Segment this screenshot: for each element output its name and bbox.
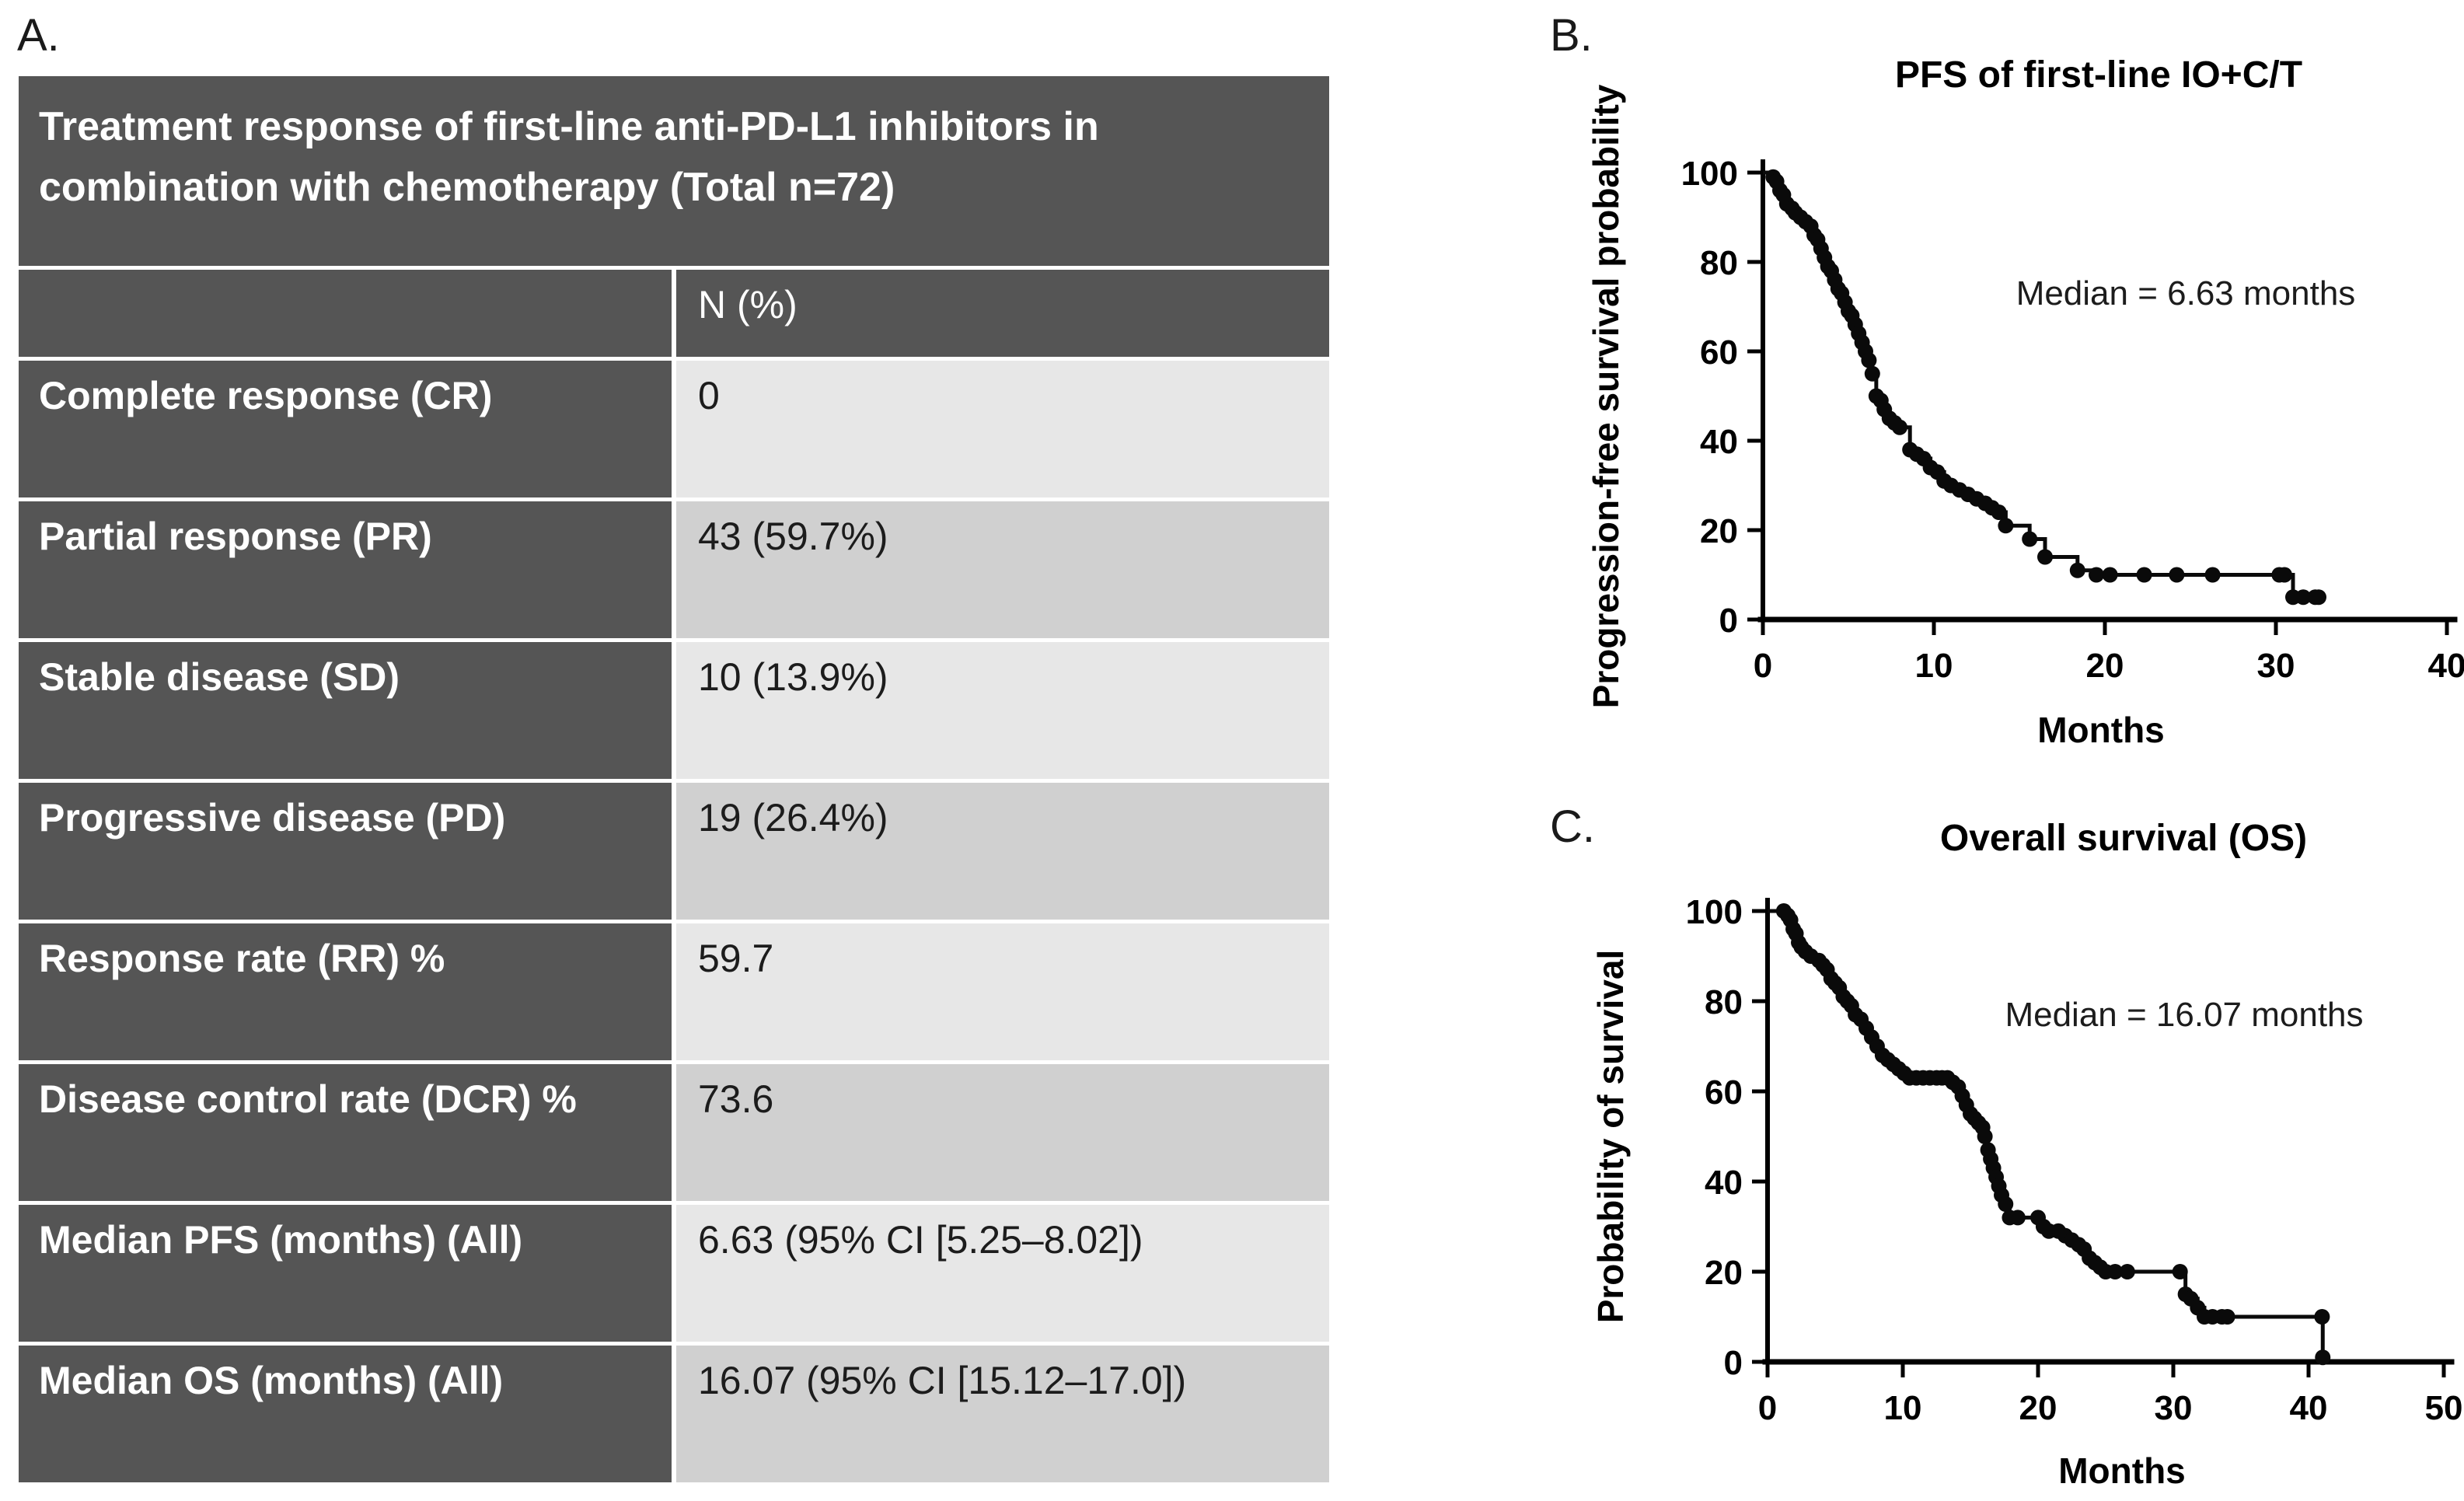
table-header-empty-cell	[19, 270, 672, 357]
os-y-axis-title: Probability of survival	[1590, 950, 1631, 1324]
data-point	[1998, 1196, 2014, 1212]
table-row: Partial response (PR) 43 (59.7%)	[19, 501, 1329, 638]
y-tick-label: 100	[1686, 893, 1743, 931]
table-row: Progressive disease (PD) 19 (26.4%)	[19, 783, 1329, 920]
survival-curve	[1768, 909, 2325, 1358]
censor-mark	[2204, 567, 2221, 583]
panel-c-label: C.	[1550, 801, 1595, 852]
data-point	[1892, 419, 1907, 435]
row-label: Median OS (months) (All)	[19, 1346, 672, 1482]
row-value: 6.63 (95% CI [5.25–8.02])	[676, 1205, 1329, 1342]
x-tick-label: 40	[2428, 647, 2464, 685]
x-tick-label: 20	[2086, 647, 2124, 685]
x-tick-label: 0	[1754, 647, 1772, 685]
y-tick-label: 0	[1719, 602, 1738, 640]
pfs-median-annotation: Median = 6.63 months	[2016, 274, 2356, 312]
data-point	[2314, 1309, 2330, 1325]
panel-b-label: B.	[1550, 10, 1593, 61]
x-tick-label: 10	[1884, 1389, 1922, 1427]
row-value: 19 (26.4%)	[676, 783, 1329, 920]
row-value: 16.07 (95% CI [15.12–17.0])	[676, 1346, 1329, 1482]
row-label: Median PFS (months) (All)	[19, 1205, 672, 1342]
row-label: Response rate (RR) %	[19, 923, 672, 1060]
survival-curve	[1763, 170, 2319, 599]
data-point	[1861, 352, 1877, 368]
censor-mark	[2119, 1264, 2135, 1279]
row-label: Stable disease (SD)	[19, 642, 672, 779]
os-median-annotation: Median = 16.07 months	[2005, 996, 2363, 1034]
table-title: Treatment response of first-line anti-PD…	[19, 76, 1329, 266]
censor-mark	[2169, 567, 2185, 583]
y-tick-label: 60	[1705, 1073, 1743, 1112]
row-label: Progressive disease (PD)	[19, 783, 672, 920]
y-tick-label: 20	[1705, 1254, 1743, 1292]
pfs-x-axis-title: Months	[2037, 710, 2165, 750]
data-point	[1998, 518, 2014, 534]
data-point	[2037, 549, 2053, 565]
data-point	[2172, 1264, 2188, 1279]
y-tick-label: 80	[1700, 244, 1738, 282]
x-tick-label: 30	[2257, 647, 2295, 685]
os-plot-area: 0 20 40 60 80 100 0 10 20 30 40 50	[1686, 893, 2463, 1427]
censor-mark	[2107, 1264, 2124, 1279]
os-km-chart: Overall survival (OS) Median = 16.07 mon…	[1590, 818, 2463, 1491]
os-chart-title: Overall survival (OS)	[1940, 818, 2307, 859]
data-point	[1864, 365, 1880, 382]
y-tick-label: 0	[1724, 1344, 1743, 1382]
table-header-n-percent: N (%)	[676, 270, 1329, 357]
x-tick-label: 40	[2290, 1389, 2328, 1427]
data-point	[1977, 1129, 1993, 1144]
y-tick-label: 40	[1705, 1164, 1743, 1202]
data-point	[1991, 504, 2007, 520]
x-tick-label: 30	[2155, 1389, 2193, 1427]
table-row: Median PFS (months) (All) 6.63 (95% CI […	[19, 1205, 1329, 1342]
x-tick-label: 20	[2019, 1389, 2057, 1427]
pfs-chart-title: PFS of first-line IO+C/T	[1895, 54, 2302, 96]
pfs-km-chart: PFS of first-line IO+C/T Median = 6.63 m…	[1586, 54, 2464, 750]
treatment-response-table: Treatment response of first-line anti-PD…	[19, 76, 1329, 1482]
censor-mark	[2271, 567, 2288, 583]
row-value: 43 (59.7%)	[676, 501, 1329, 638]
y-tick-label: 60	[1700, 333, 1738, 372]
x-tick-label: 50	[2425, 1389, 2463, 1427]
table-row: Response rate (RR) % 59.7	[19, 923, 1329, 1060]
censor-mark	[2295, 589, 2312, 606]
x-tick-label: 10	[1915, 647, 1953, 685]
data-point	[2089, 567, 2104, 583]
censor-mark	[2214, 1309, 2230, 1325]
table-row: Complete response (CR) 0	[19, 361, 1329, 497]
censor-mark	[2102, 567, 2118, 583]
censor-mark	[1934, 1070, 1950, 1086]
pfs-plot-area: 0 20 40 60 80 100 0 10 20 30 40	[1681, 155, 2464, 685]
data-point	[2069, 562, 2085, 578]
data-point	[2022, 531, 2038, 547]
table-row: Disease control rate (DCR) % 73.6	[19, 1064, 1329, 1201]
row-value: 0	[676, 361, 1329, 497]
censor-mark	[2307, 589, 2323, 606]
panel-a-label: A.	[17, 10, 60, 61]
row-label: Disease control rate (DCR) %	[19, 1064, 672, 1201]
row-value: 59.7	[676, 923, 1329, 1060]
row-label: Complete response (CR)	[19, 361, 672, 497]
row-value: 10 (13.9%)	[676, 642, 1329, 779]
table-row: Stable disease (SD) 10 (13.9%)	[19, 642, 1329, 779]
y-tick-label: 100	[1681, 155, 1738, 193]
x-tick-label: 0	[1758, 1389, 1777, 1427]
os-x-axis-title: Months	[2058, 1450, 2186, 1491]
data-point	[2315, 1349, 2331, 1366]
pfs-y-axis-title: Progression-free survival probability	[1586, 84, 1626, 708]
y-tick-label: 40	[1700, 423, 1738, 461]
censor-mark	[2009, 1210, 2026, 1226]
table-header-row: N (%)	[19, 270, 1329, 357]
y-tick-label: 80	[1705, 983, 1743, 1021]
y-tick-label: 20	[1700, 512, 1738, 550]
row-value: 73.6	[676, 1064, 1329, 1201]
row-label: Partial response (PR)	[19, 501, 672, 638]
censor-mark	[2136, 567, 2152, 583]
table-row: Median OS (months) (All) 16.07 (95% CI […	[19, 1346, 1329, 1482]
